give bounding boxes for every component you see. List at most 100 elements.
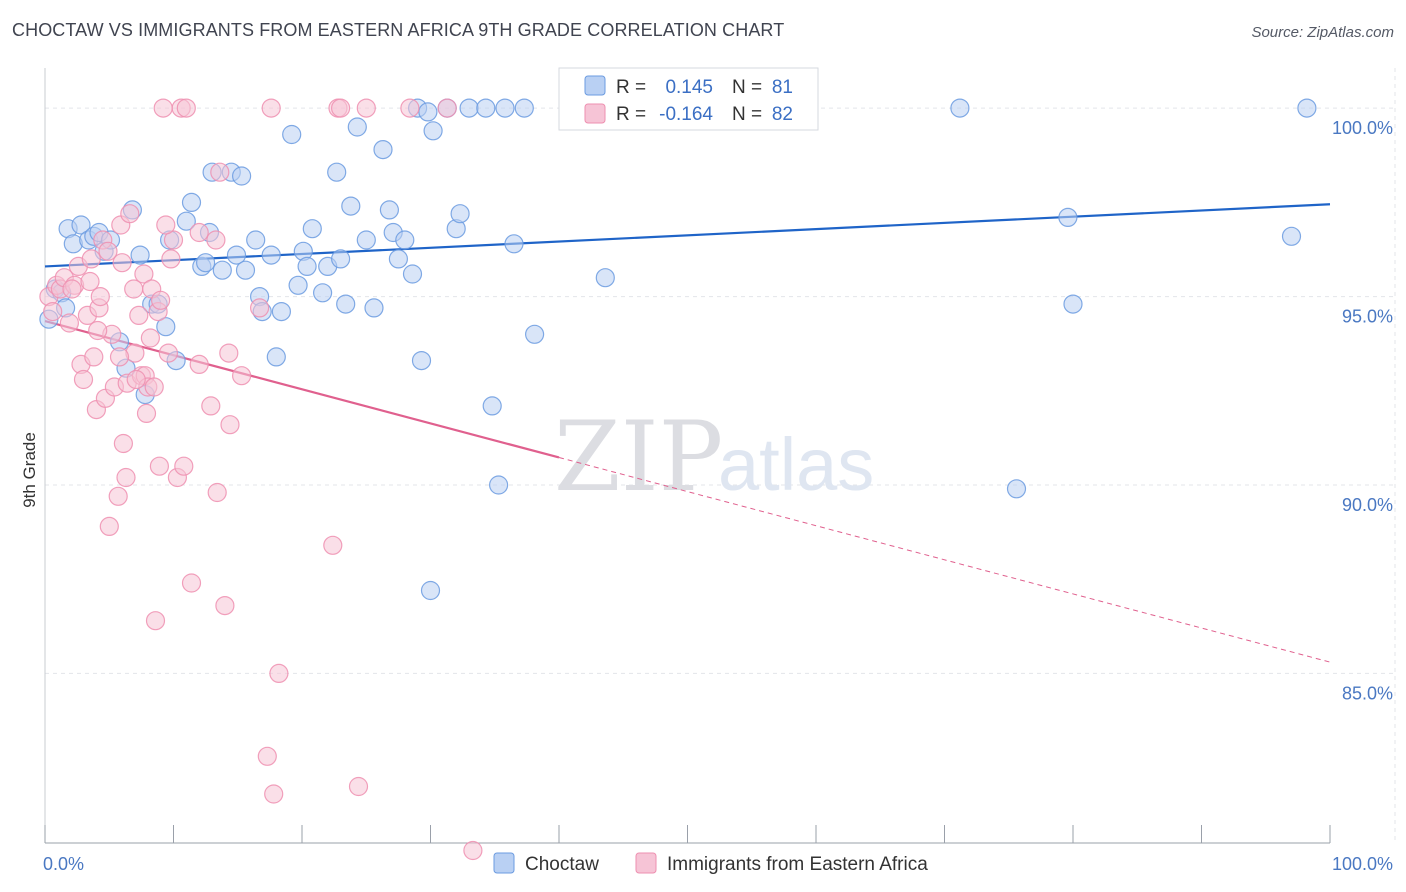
eastern-africa-point: [98, 241, 118, 261]
choctaw-point: [379, 200, 399, 220]
choctaw-trend-line: [44, 203, 1331, 268]
stats-swatch-eastern-africa: [584, 103, 606, 124]
choctaw-point: [266, 347, 286, 367]
choctaw-point: [232, 166, 252, 186]
series-legend: Choctaw Immigrants from Eastern Africa: [493, 852, 928, 875]
y-tick-labels: 85.0% 90.0% 95.0% 100.0%: [1332, 118, 1393, 703]
trend-lines: [44, 203, 1331, 663]
eastern-africa-point: [108, 486, 128, 506]
choctaw-point: [282, 124, 302, 145]
eastern-africa-point: [43, 302, 63, 322]
eastern-africa-point: [149, 456, 169, 476]
eastern-africa-point: [126, 369, 146, 390]
eastern-africa-point: [437, 98, 457, 118]
eastern-africa-point: [348, 776, 369, 797]
eastern-africa-point: [219, 343, 239, 363]
choctaw-point: [524, 324, 545, 344]
choctaw-point: [423, 121, 443, 141]
eastern-africa-point: [84, 347, 104, 367]
eastern-africa-point: [189, 222, 209, 243]
eastern-africa-trend-line: [44, 320, 560, 459]
choctaw-point: [450, 204, 470, 224]
choctaw-point: [261, 245, 281, 265]
eastern-africa-point: [90, 287, 110, 307]
stats-r-label-eastern-africa: R =: [616, 104, 646, 125]
eastern-africa-point: [73, 369, 94, 390]
choctaw-point: [71, 215, 91, 235]
eastern-africa-point: [323, 535, 343, 555]
choctaw-point: [235, 260, 256, 280]
eastern-africa-point: [176, 98, 196, 118]
choctaw-point: [212, 260, 232, 280]
eastern-africa-point: [210, 162, 230, 182]
stats-n-label-eastern-africa: N =: [732, 104, 762, 125]
chart-title: CHOCTAW VS IMMIGRANTS FROM EASTERN AFRIC…: [12, 20, 785, 40]
stats-r-value-choctaw: 0.145: [665, 77, 713, 98]
choctaw-point: [313, 283, 333, 303]
choctaw-point: [514, 98, 534, 118]
watermark-atlas: atlas: [718, 423, 874, 506]
choctaw-point: [420, 580, 441, 601]
choctaw-point: [459, 98, 479, 118]
x-tick-label-max: 100.0%: [1332, 854, 1393, 874]
eastern-africa-point: [144, 377, 164, 397]
x-tick-labels: 0.0% 100.0%: [43, 854, 1393, 874]
choctaw-point: [297, 256, 317, 276]
choctaw-point: [327, 162, 347, 182]
stats-n-label-choctaw: N =: [732, 77, 762, 98]
choctaw-point: [482, 396, 502, 416]
eastern-africa-point: [153, 98, 173, 118]
eastern-africa-point: [158, 343, 178, 363]
choctaw-point: [489, 475, 509, 495]
eastern-africa-point: [151, 290, 171, 310]
choctaw-point: [1063, 294, 1083, 314]
eastern-africa-point: [113, 433, 134, 454]
eastern-africa-point: [201, 396, 221, 416]
choctaw-point: [341, 196, 361, 216]
eastern-africa-point: [232, 366, 252, 386]
eastern-africa-point: [181, 573, 202, 593]
eastern-africa-point: [331, 98, 351, 118]
eastern-africa-point: [220, 415, 240, 435]
eastern-africa-point: [189, 354, 209, 374]
eastern-africa-point: [112, 253, 132, 273]
stats-n-value-eastern-africa: 82: [772, 104, 793, 125]
eastern-africa-point: [250, 298, 270, 318]
choctaw-point: [288, 275, 308, 295]
eastern-africa-point: [174, 456, 194, 476]
eastern-africa-trend-extension: [558, 457, 1331, 663]
data-points: [39, 98, 1317, 861]
eastern-africa-point: [257, 746, 277, 766]
legend-swatch-eastern-africa: [635, 852, 657, 874]
choctaw-point: [388, 249, 408, 269]
eastern-africa-point: [215, 595, 235, 616]
choctaw-point: [495, 98, 515, 118]
watermark-zip: ZIP: [554, 401, 723, 513]
eastern-africa-point: [109, 347, 130, 367]
choctaw-point: [418, 102, 438, 122]
choctaw-point: [395, 230, 415, 250]
choctaw-point: [246, 230, 266, 250]
choctaw-point: [356, 230, 376, 250]
eastern-africa-point: [156, 215, 176, 235]
eastern-africa-point: [59, 313, 80, 333]
stats-r-value-eastern-africa: -0.164: [659, 104, 713, 125]
y-tick-label: 95.0%: [1342, 307, 1393, 327]
choctaw-point: [196, 253, 216, 273]
eastern-africa-point: [136, 403, 157, 423]
eastern-africa-point: [62, 279, 82, 299]
choctaw-point: [411, 351, 432, 371]
legend-label-eastern-africa: Immigrants from Eastern Africa: [667, 854, 928, 875]
eastern-africa-point: [88, 320, 108, 341]
choctaw-point: [130, 245, 150, 265]
legend-swatch-choctaw: [493, 852, 515, 874]
choctaw-point: [504, 234, 524, 254]
choctaw-point: [271, 302, 291, 322]
eastern-africa-point: [356, 98, 376, 118]
stats-legend: R = 0.145 N = 81 R = -0.164 N = 82: [558, 67, 819, 131]
eastern-africa-point: [116, 467, 136, 488]
y-tick-label: 100.0%: [1332, 118, 1393, 138]
eastern-africa-point: [264, 784, 284, 804]
eastern-africa-point: [145, 611, 166, 631]
